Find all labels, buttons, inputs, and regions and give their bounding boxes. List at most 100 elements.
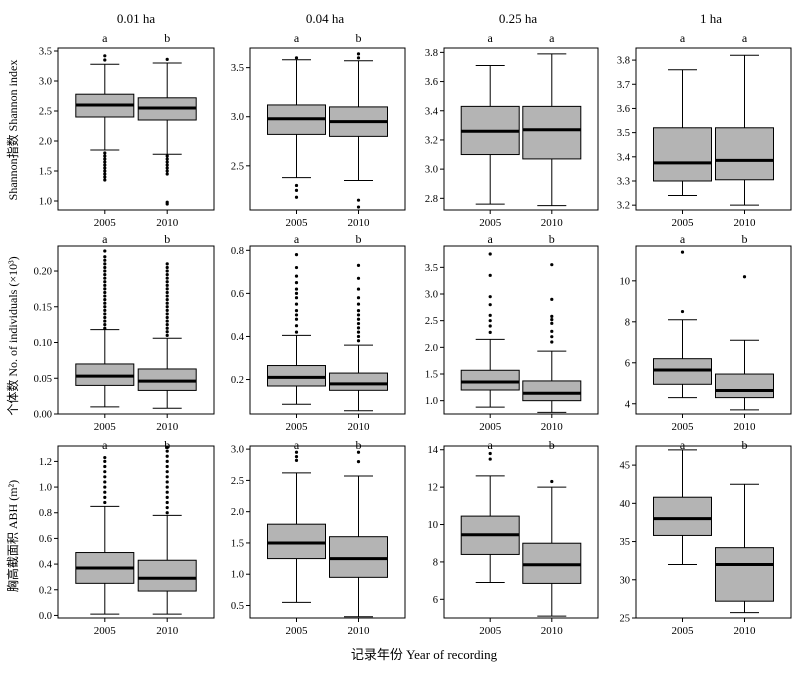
box-2005: [75, 54, 135, 182]
plot-frame: [443, 47, 599, 211]
outlier-point: [165, 160, 169, 164]
outlier-point: [550, 479, 554, 484]
significance-letter: b: [164, 31, 170, 45]
col-title-4: 1 ha: [700, 11, 722, 26]
panel-r3-c3: 6 8 10 12 14 2005 a 2010 b: [428, 438, 599, 637]
outlier-point: [103, 258, 107, 262]
y-tick-label: 2.0: [39, 137, 52, 148]
y-tick-label: 45: [620, 461, 631, 472]
x-tick-label: 2005: [286, 217, 309, 229]
outlier-point: [356, 460, 361, 464]
y-tick-label: 3.4: [425, 106, 439, 117]
significance-letter: a: [488, 31, 494, 45]
significance-letter: a: [294, 438, 300, 452]
y-tick-label: 0.5: [231, 601, 244, 612]
y-tick-label: 14: [428, 445, 439, 456]
outlier-point: [103, 166, 107, 170]
x-tick-label: 2005: [479, 625, 502, 637]
y-tick-label: 2.5: [231, 476, 244, 487]
outlier-point: [488, 451, 492, 456]
outlier-point: [103, 298, 107, 302]
outlier-point: [165, 308, 169, 312]
iqr-box: [653, 496, 712, 536]
iqr-box: [653, 358, 712, 385]
outlier-point: [103, 470, 107, 474]
outlier-point: [165, 500, 169, 505]
y-tick-label: 1.0: [231, 570, 244, 581]
significance-letter: a: [680, 232, 686, 246]
outlier-point: [165, 480, 169, 484]
outlier-point: [294, 330, 299, 334]
outlier-point: [165, 301, 169, 305]
outlier-point: [165, 315, 169, 320]
panel-r1-c1: 1.0 1.5 2.0 2.5 3.0 3.5 2005 a 2010 b: [39, 31, 215, 229]
outlier-point: [165, 294, 169, 298]
outlier-point: [103, 249, 107, 253]
outlier-point: [103, 475, 107, 479]
box-2005: [267, 253, 326, 405]
outlier-point: [165, 163, 169, 167]
plot-frame: [57, 445, 215, 619]
box-2010: [329, 263, 388, 412]
outlier-point: [165, 166, 169, 170]
outlier-point: [165, 506, 169, 510]
significance-letter: b: [164, 232, 170, 246]
y-tick-label: 0.20: [34, 267, 52, 278]
outlier-point: [356, 339, 361, 343]
outlier-point: [103, 163, 107, 167]
panel-r1-c4: 3.2 3.3 3.4 3.5 3.6 3.7 3.8 2005 a 2010 a: [617, 31, 792, 229]
outlier-point: [165, 495, 169, 499]
outlier-point: [103, 464, 107, 469]
outlier-point: [165, 290, 169, 295]
y-tick-label: 35: [620, 537, 631, 548]
significance-letter: b: [742, 232, 748, 246]
outlier-point: [550, 335, 554, 339]
plot-frame: [635, 47, 792, 211]
significance-letter: a: [680, 438, 686, 452]
box-2005: [460, 451, 520, 583]
y-tick-label: 6: [625, 358, 630, 369]
panel-r1-c2: 2.5 3.0 3.5 2005 a 2010 b: [231, 31, 406, 229]
outlier-point: [165, 262, 169, 266]
outlier-point: [103, 500, 107, 505]
box-2005: [75, 249, 135, 408]
x-tick-label: 2010: [734, 217, 757, 229]
iqr-box: [715, 373, 774, 399]
box-2005: [653, 449, 712, 565]
significance-letter: a: [294, 232, 300, 246]
x-tick-label: 2010: [348, 421, 371, 433]
y-tick-label: 3.4: [617, 152, 631, 163]
y-tick-label: 3.0: [231, 445, 244, 456]
plot-frame: [635, 445, 792, 619]
outlier-point: [294, 188, 299, 192]
outlier-point: [165, 464, 169, 469]
outlier-point: [165, 305, 169, 309]
outlier-point: [680, 250, 685, 254]
outlier-point: [488, 303, 492, 307]
outlier-point: [356, 317, 361, 321]
y-tick-label: 2.0: [425, 343, 438, 354]
outlier-point: [488, 313, 492, 317]
outlier-point: [550, 321, 554, 325]
outlier-point: [103, 287, 107, 291]
outlier-point: [103, 276, 107, 280]
y-tick-label: 0.6: [231, 289, 244, 300]
y-tick-label: 0.8: [231, 246, 244, 257]
y-tick-label: 2.5: [39, 107, 52, 118]
outlier-point: [550, 314, 554, 318]
x-tick-label: 2010: [734, 625, 757, 637]
outlier-point: [165, 283, 169, 287]
box-2005: [75, 455, 135, 615]
panel-r2-c3: 1.0 1.5 2.0 2.5 3.0 3.5 2005 a 2010 b: [425, 232, 599, 433]
outlier-point: [356, 313, 361, 317]
y-tick-label: 3.0: [425, 290, 438, 301]
y-tick-label: 0.10: [34, 338, 52, 349]
outlier-point: [165, 287, 169, 291]
outlier-point: [103, 169, 107, 173]
significance-letter: b: [549, 438, 555, 452]
significance-letter: a: [549, 31, 555, 45]
box-2010: [715, 54, 774, 206]
y-tick-label: 1.0: [39, 197, 52, 208]
panel-r3-c2: 0.5 1.0 1.5 2.0 2.5 3.0 2005 a 2010 b: [231, 438, 406, 637]
y-tick-label: 0.4: [39, 560, 53, 571]
